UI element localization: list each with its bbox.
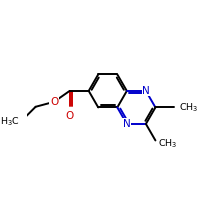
Text: CH$_3$: CH$_3$ — [158, 138, 177, 150]
Text: O: O — [50, 97, 58, 107]
Text: N: N — [123, 119, 131, 129]
Text: O: O — [66, 111, 74, 121]
Text: H$_3$C: H$_3$C — [0, 116, 20, 128]
Text: CH$_3$: CH$_3$ — [179, 101, 198, 114]
Text: N: N — [142, 86, 150, 96]
